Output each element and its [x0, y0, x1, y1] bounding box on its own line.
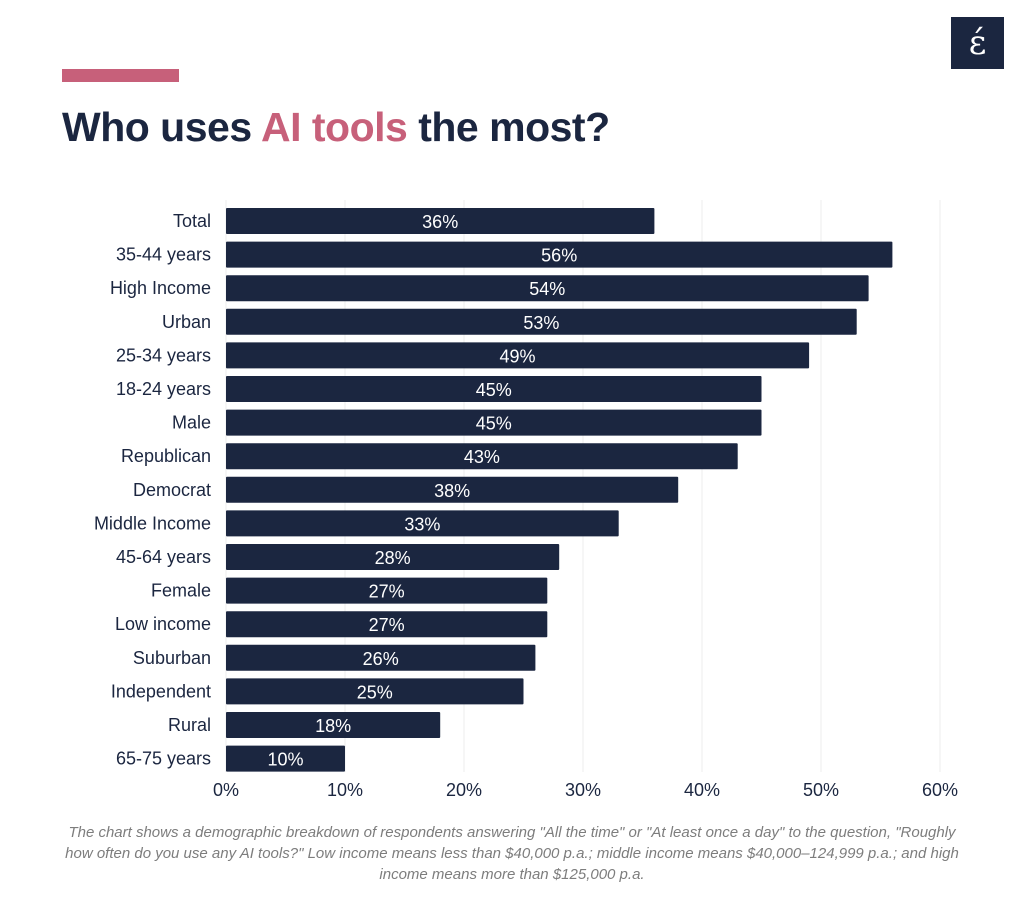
bar — [226, 476, 679, 503]
bar — [226, 544, 560, 570]
x-tick-label: 50% — [803, 780, 839, 800]
data-label: 33% — [404, 514, 440, 534]
chart-caption: The chart shows a demographic breakdown … — [65, 824, 959, 883]
x-tick-label: 10% — [327, 780, 363, 800]
data-label: 10% — [267, 750, 303, 770]
bar — [226, 409, 762, 436]
data-label: 43% — [464, 447, 500, 467]
category-label: Rural — [168, 715, 211, 735]
title-part: Who uses — [62, 104, 261, 150]
bar — [226, 208, 655, 234]
category-label: 35-44 years — [116, 245, 211, 265]
page-title: Who uses AI tools the most? — [62, 104, 610, 151]
data-label: 45% — [476, 380, 512, 400]
bar — [226, 342, 810, 369]
category-label: Male — [172, 413, 211, 433]
bar — [226, 443, 738, 470]
category-label: 25-34 years — [116, 345, 211, 365]
bar — [226, 644, 536, 671]
category-label: Suburban — [133, 648, 211, 668]
category-label: 18-24 years — [116, 379, 211, 399]
title-highlight: AI tools — [261, 104, 408, 150]
category-label: 45-64 years — [116, 547, 211, 567]
x-tick-label: 20% — [446, 780, 482, 800]
bar — [226, 611, 548, 638]
data-label: 26% — [363, 649, 399, 669]
data-label: 54% — [529, 279, 565, 299]
logo-glyph: έ — [968, 23, 987, 63]
category-label: Urban — [162, 312, 211, 332]
brand-logo-icon: έ — [951, 17, 1004, 69]
bar — [226, 275, 869, 302]
bar — [226, 510, 619, 537]
data-label: 36% — [422, 212, 458, 232]
x-tick-label: 60% — [922, 780, 958, 800]
data-label: 18% — [315, 716, 351, 736]
category-label: Republican — [121, 446, 211, 466]
x-tick-label: 30% — [565, 780, 601, 800]
data-label: 53% — [523, 313, 559, 333]
data-label: 25% — [357, 682, 393, 702]
category-label: High Income — [110, 278, 211, 298]
x-tick-label: 0% — [213, 780, 239, 800]
category-label: Low income — [115, 614, 211, 634]
category-label: Democrat — [133, 480, 211, 500]
category-label: Total — [173, 211, 211, 231]
bar — [226, 241, 893, 268]
bar — [226, 712, 441, 738]
bar-chart: 0% 10% 20% 30% 40% 50% 60% Total 36% 35-44 years 5… — [94, 200, 958, 800]
data-label: 38% — [434, 481, 470, 501]
accent-bar — [62, 69, 179, 82]
data-label: 27% — [369, 615, 405, 635]
bar — [226, 678, 524, 705]
data-label: 27% — [369, 582, 405, 602]
data-label: 49% — [500, 346, 536, 366]
category-label: 65-75 years — [116, 749, 211, 769]
bar — [226, 376, 762, 402]
bar — [226, 308, 857, 335]
bar — [226, 577, 548, 604]
data-label: 56% — [541, 246, 577, 266]
category-label: Middle Income — [94, 513, 211, 533]
data-label: 45% — [476, 414, 512, 434]
x-tick-label: 40% — [684, 780, 720, 800]
bar — [226, 745, 345, 772]
title-part: the most? — [407, 104, 610, 150]
data-label: 28% — [375, 548, 411, 568]
category-label: Female — [151, 581, 211, 601]
category-label: Independent — [111, 681, 211, 701]
